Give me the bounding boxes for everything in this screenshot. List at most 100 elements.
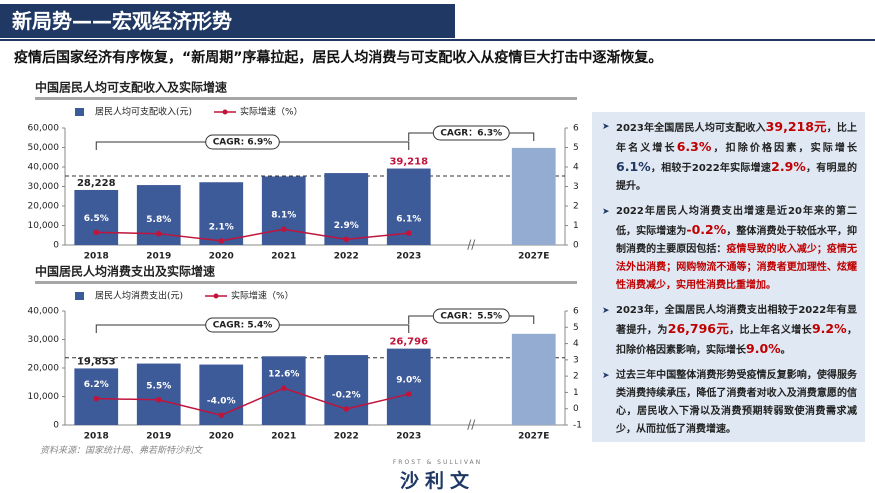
chart-title: 中国居民人均可支配收入及实际增速 <box>35 80 227 95</box>
y2-tick-label: 4 <box>573 339 579 349</box>
bullet-text: ，比上年名义增长 <box>616 123 857 154</box>
bullet-text: 2023年，全国居民人均消费支出相较于2022年有显著提升，为 <box>616 305 857 336</box>
line-value-label: 5.8% <box>146 215 171 225</box>
x-tick-label: 2022 <box>334 252 359 262</box>
bar <box>74 189 119 245</box>
bar-value-label: 28,228 <box>77 178 116 189</box>
bar <box>511 333 556 425</box>
y2-tick-label: 3 <box>573 182 579 192</box>
chart-title: 中国居民人均消费支出及实际增速 <box>35 264 215 279</box>
y-tick-label: 20,000 <box>28 202 60 212</box>
y-tick-label: 30,000 <box>28 335 60 345</box>
x-tick-label: 2027E <box>518 252 549 262</box>
line-point <box>343 236 350 243</box>
bullet-text: 。 <box>780 345 791 356</box>
legend-label: 实际增速（%） <box>240 106 303 118</box>
axis-break: // <box>467 238 476 252</box>
y-tick-label: 60,000 <box>28 124 60 134</box>
y2-tick-label: 2 <box>573 202 579 212</box>
y2-tick-label: 6 <box>573 124 579 134</box>
bar <box>199 182 244 245</box>
y2-tick-label: 2 <box>573 372 579 382</box>
legend-label: 实际增速（%） <box>231 290 294 302</box>
line-value-label: -0.2% <box>332 391 361 401</box>
line-point <box>405 391 412 397</box>
charts: 中国居民人均可支配收入及实际增速 0 10,000 20,000 30,000 40,00… <box>28 80 582 441</box>
line-point <box>405 230 412 236</box>
y2-tick-label: 1 <box>573 388 579 398</box>
bullet: 2023年全国居民人均可支配收入39,218元，比上年名义增长6.3%，扣除价格… <box>602 118 858 196</box>
bar <box>324 355 369 425</box>
annotation-box <box>205 317 280 333</box>
sidebar: 2023年全国居民人均可支配收入39,218元，比上年名义增长6.3%，扣除价格… <box>592 112 865 442</box>
bullet-text: 6.3% <box>676 139 712 154</box>
brand: FROST & SULLIVAN <box>392 459 483 466</box>
bullet-text: ，相较于2022年实际增速 <box>650 163 772 174</box>
y-tick-label: 0 <box>53 241 59 251</box>
y2-tick-label: 6 <box>573 307 579 317</box>
y-tick-label: 40,000 <box>28 307 60 317</box>
line-point <box>280 226 287 233</box>
y2-tick-label: 5 <box>573 143 579 153</box>
x-tick-label: 2022 <box>334 432 359 441</box>
legend-label: 居民人均可支配收入(元) <box>95 106 192 118</box>
bar <box>136 363 181 425</box>
y2-tick-label: 3 <box>573 355 579 365</box>
bullet-text: ，比上年名义增长 <box>729 325 812 336</box>
y-tick-label: 30,000 <box>28 182 60 192</box>
bullet: 过去三年中国整体消费形势受疫情反复影响，使得服务类消费持续承压，降低了消费者对收… <box>602 367 857 439</box>
bar-value-label: 26,796 <box>389 337 428 348</box>
annotation-box <box>432 125 510 141</box>
title-rule <box>35 281 577 284</box>
line-point <box>343 406 350 412</box>
x-tick-label: 2020 <box>209 252 234 262</box>
bullet-text: 2.9% <box>771 159 806 174</box>
y-tick-label: 0 <box>53 421 59 431</box>
line-value-label: 2.1% <box>209 222 234 232</box>
x-tick-label: 2019 <box>146 432 171 441</box>
x-tick-label: 2023 <box>396 252 421 262</box>
x-tick-label: 2023 <box>396 432 421 441</box>
y2-tick-label: 0 <box>573 241 579 251</box>
header-rule <box>0 39 875 41</box>
y2-tick-label: 0 <box>573 404 579 414</box>
x-tick-label: 2020 <box>209 432 234 441</box>
line-point <box>280 385 287 391</box>
line-value-label: 6.5% <box>84 214 109 224</box>
annotation: CAGR：5.5% <box>440 312 502 322</box>
x-tick-label: 2018 <box>84 432 109 441</box>
bullet-text: 6.1% <box>616 159 651 174</box>
annotation-box <box>205 134 280 150</box>
y-tick-label: 50,000 <box>28 143 60 153</box>
bullet-text: 疫情导致的收入减少；疫情无法外出消费；网购物流不通等；消费者更加理性、炫耀性消费… <box>616 244 858 291</box>
line-point <box>218 238 225 244</box>
source: 资料来源：国家统计局、弗若斯特沙利文 <box>40 446 203 456</box>
bullet: 2022年居民人均消费支出增速是近20年来的第二低，实际增速为-0.2%，整体消… <box>602 203 858 295</box>
bullet-text: 2022年居民人均消费支出增速是近20年来的第二低，实际增速为 <box>616 206 857 237</box>
line-point <box>93 395 100 402</box>
bullet-text: ，扣除价格因素，实际增长 <box>711 143 858 154</box>
line-value-label: 6.1% <box>396 215 421 225</box>
bullet-text: 2023年全国居民人均可支配收入 <box>616 123 766 134</box>
line-value-label: 5.5% <box>146 381 171 391</box>
bar <box>386 348 431 425</box>
x-tick-label: 2019 <box>146 252 171 262</box>
logo: 沙利文 <box>399 470 475 492</box>
x-tick-label: 2021 <box>271 252 296 262</box>
bullet-text: ，扣除价格因素影响，实际增长 <box>616 325 858 356</box>
header-title: 新局势——宏观经济形势 <box>0 4 455 38</box>
line <box>96 387 409 417</box>
annotation-box <box>432 308 510 324</box>
legend-swatch <box>75 292 84 300</box>
x-tick-label: 2027E <box>518 432 549 441</box>
axis-break: // <box>467 418 476 432</box>
y2-tick-label: 1 <box>573 221 579 231</box>
bullet-text: 过去三年中国整体消费形势受疫情反复影响，使得服务类消费持续承压，降低了消费者对收… <box>616 370 857 435</box>
line-value-label: 9.0% <box>396 376 421 386</box>
bullet-text: ，有明显的提升。 <box>616 163 857 192</box>
y-tick-label: 20,000 <box>28 364 60 374</box>
bar <box>261 176 306 245</box>
annotation: CAGR: 5.4% <box>213 321 273 331</box>
bullet: 2023年，全国居民人均消费支出相较于2022年有显著提升，为26,796元，比… <box>602 302 858 360</box>
